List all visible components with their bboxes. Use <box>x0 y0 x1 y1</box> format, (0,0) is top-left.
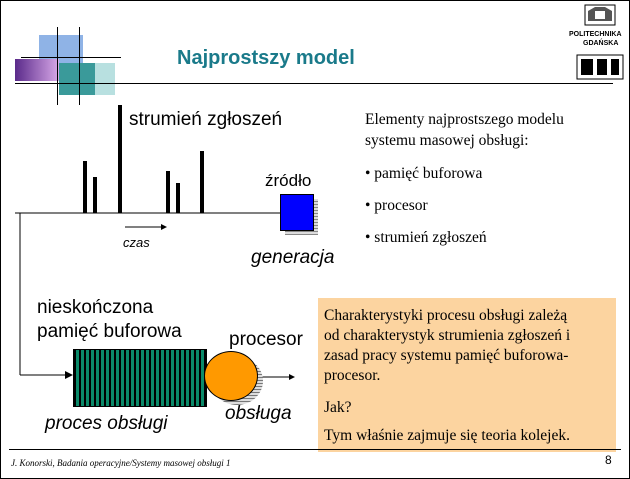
university-logo: POLITECHNIKA GDAŃSKA <box>569 3 627 81</box>
crest-icon <box>576 4 624 80</box>
decor-square-lightteal <box>95 63 115 95</box>
buffer-label-2: pamięć buforowa <box>37 321 182 342</box>
arrival-bar <box>200 151 204 213</box>
elements-item-stream: • strumień zgłoszeń <box>365 229 487 246</box>
decor-line-h1 <box>21 57 121 58</box>
arrival-bar <box>118 105 122 213</box>
slide-title: Najprostszy model <box>177 47 355 69</box>
decor-line-v1 <box>57 27 58 105</box>
logo-text-1: POLITECHNIKA <box>569 31 622 38</box>
arrival-bar <box>166 171 170 213</box>
source-box <box>280 194 314 231</box>
decor-square-teal <box>59 63 95 95</box>
characteristics-line-3: zasad pracy systemu pamięć buforowa- <box>324 347 569 364</box>
decor-line-v2 <box>79 27 80 105</box>
characteristics-question: Jak? <box>324 399 352 416</box>
footer-divider <box>9 449 621 450</box>
time-label: czas <box>123 235 150 250</box>
generation-label: generacja <box>251 247 335 268</box>
stream-label: strumień zgłoszeń <box>129 109 283 130</box>
elements-intro-2: systemu masowej obsługi: <box>365 132 529 149</box>
page-number: 8 <box>605 453 612 467</box>
processor-label: procesor <box>229 329 303 350</box>
elements-intro-1: Elementy najprostszego modelu <box>365 111 564 128</box>
service-process-label: proces obsługi <box>45 413 168 434</box>
decor-square-purple <box>15 59 59 81</box>
characteristics-line-2: od charakterystyk strumienia zgłoszeń i <box>324 327 571 344</box>
characteristics-answer: Tym właśnie zajmuje się teoria kolejek. <box>324 427 570 444</box>
characteristics-box: Charakterystyki procesu obsługi zależą o… <box>318 298 616 452</box>
service-label: obsługa <box>225 403 292 424</box>
elements-item-processor: • procesor <box>365 197 428 214</box>
elements-item-buffer: • pamięć buforowa <box>365 165 483 182</box>
arrival-bar <box>176 183 180 213</box>
logo-text-2: GDAŃSKA <box>583 40 619 47</box>
processor <box>204 351 258 401</box>
arrival-bar <box>93 177 97 213</box>
buffer <box>73 349 207 407</box>
characteristics-line-1: Charakterystyki procesu obsługi zależą <box>324 307 568 324</box>
source-label: źródło <box>265 171 312 190</box>
footer-text: J. Konorski, Badania operacyjne/Systemy … <box>11 458 231 468</box>
arrival-bar <box>83 161 87 213</box>
buffer-label-1: nieskończona <box>37 297 154 318</box>
title-divider <box>15 83 613 84</box>
characteristics-line-4: procesor. <box>324 367 381 384</box>
